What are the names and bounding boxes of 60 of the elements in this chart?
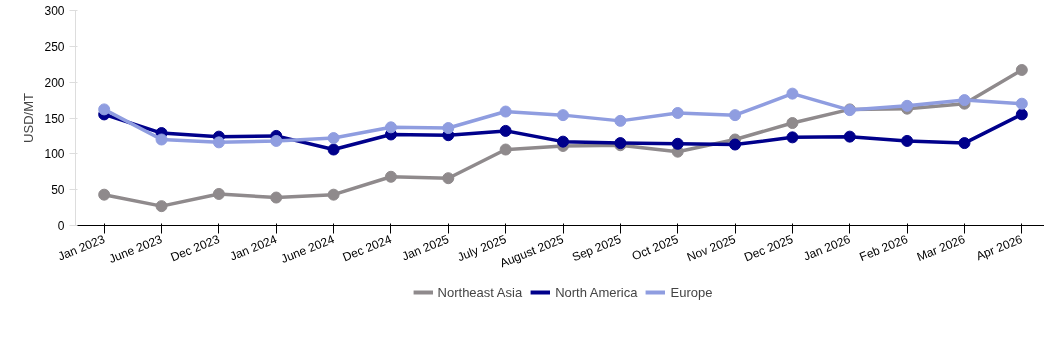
- x-tick-label: Jan 2026: [801, 231, 853, 264]
- point: [212, 136, 225, 149]
- point: [384, 170, 397, 183]
- y-tick-label: 250: [44, 39, 65, 54]
- point: [499, 143, 512, 156]
- x-tick-label: Apr 2026: [974, 231, 1025, 264]
- point: [442, 122, 455, 135]
- y-tick-label: 200: [44, 75, 65, 90]
- point: [557, 135, 569, 148]
- point: [786, 117, 799, 130]
- point: [786, 87, 799, 100]
- y-tick-label: 100: [44, 147, 65, 162]
- point: [98, 188, 111, 201]
- point: [901, 134, 914, 147]
- point: [499, 105, 512, 118]
- y-tick-label: 150: [44, 111, 65, 126]
- x-tick-label: Dec 2024: [340, 231, 394, 265]
- point: [729, 109, 742, 122]
- point: [843, 130, 856, 143]
- x-tick-label: June 2024: [279, 231, 337, 266]
- legend-label: Northeast Asia: [437, 284, 523, 300]
- point: [614, 114, 627, 127]
- y-tick-label: 50: [51, 183, 65, 198]
- point: [327, 188, 340, 201]
- x-tick-label: Mar 2026: [914, 231, 968, 264]
- x-tick-label: Jan 2024: [227, 231, 280, 264]
- y-axis-title: USD/MT: [21, 93, 37, 143]
- point: [98, 103, 111, 116]
- y-tick-label: 300: [44, 4, 65, 18]
- x-tick-label: Nov 2025: [684, 231, 738, 265]
- point: [1015, 97, 1028, 110]
- point: [270, 134, 283, 147]
- point: [729, 138, 742, 151]
- point: [327, 143, 340, 156]
- legend-label: Europe: [670, 284, 713, 300]
- point: [327, 132, 340, 145]
- point: [1015, 63, 1028, 76]
- point: [958, 137, 971, 150]
- legend-label: North America: [555, 284, 638, 300]
- point: [786, 131, 799, 144]
- x-tick-label: Dec 2025: [742, 231, 796, 265]
- point: [671, 137, 684, 150]
- point: [442, 172, 455, 185]
- x-tick-label: Feb 2026: [857, 231, 911, 264]
- x-tick-label: Dec 2023: [168, 231, 222, 265]
- point: [671, 106, 684, 119]
- x-tick-label: Sep 2025: [570, 231, 624, 265]
- point: [1015, 108, 1028, 121]
- point: [270, 191, 283, 204]
- point: [499, 124, 512, 137]
- point: [212, 187, 225, 200]
- x-tick-label: Oct 2025: [629, 231, 681, 264]
- x-tick-label: Jan 2025: [399, 231, 452, 264]
- y-tick-label: 0: [57, 219, 65, 233]
- point: [155, 133, 168, 146]
- x-tick-label: June 2023: [106, 231, 165, 266]
- x-tick-label: Jan 2023: [55, 231, 108, 264]
- point: [155, 200, 168, 213]
- point: [557, 109, 569, 122]
- point: [384, 121, 397, 134]
